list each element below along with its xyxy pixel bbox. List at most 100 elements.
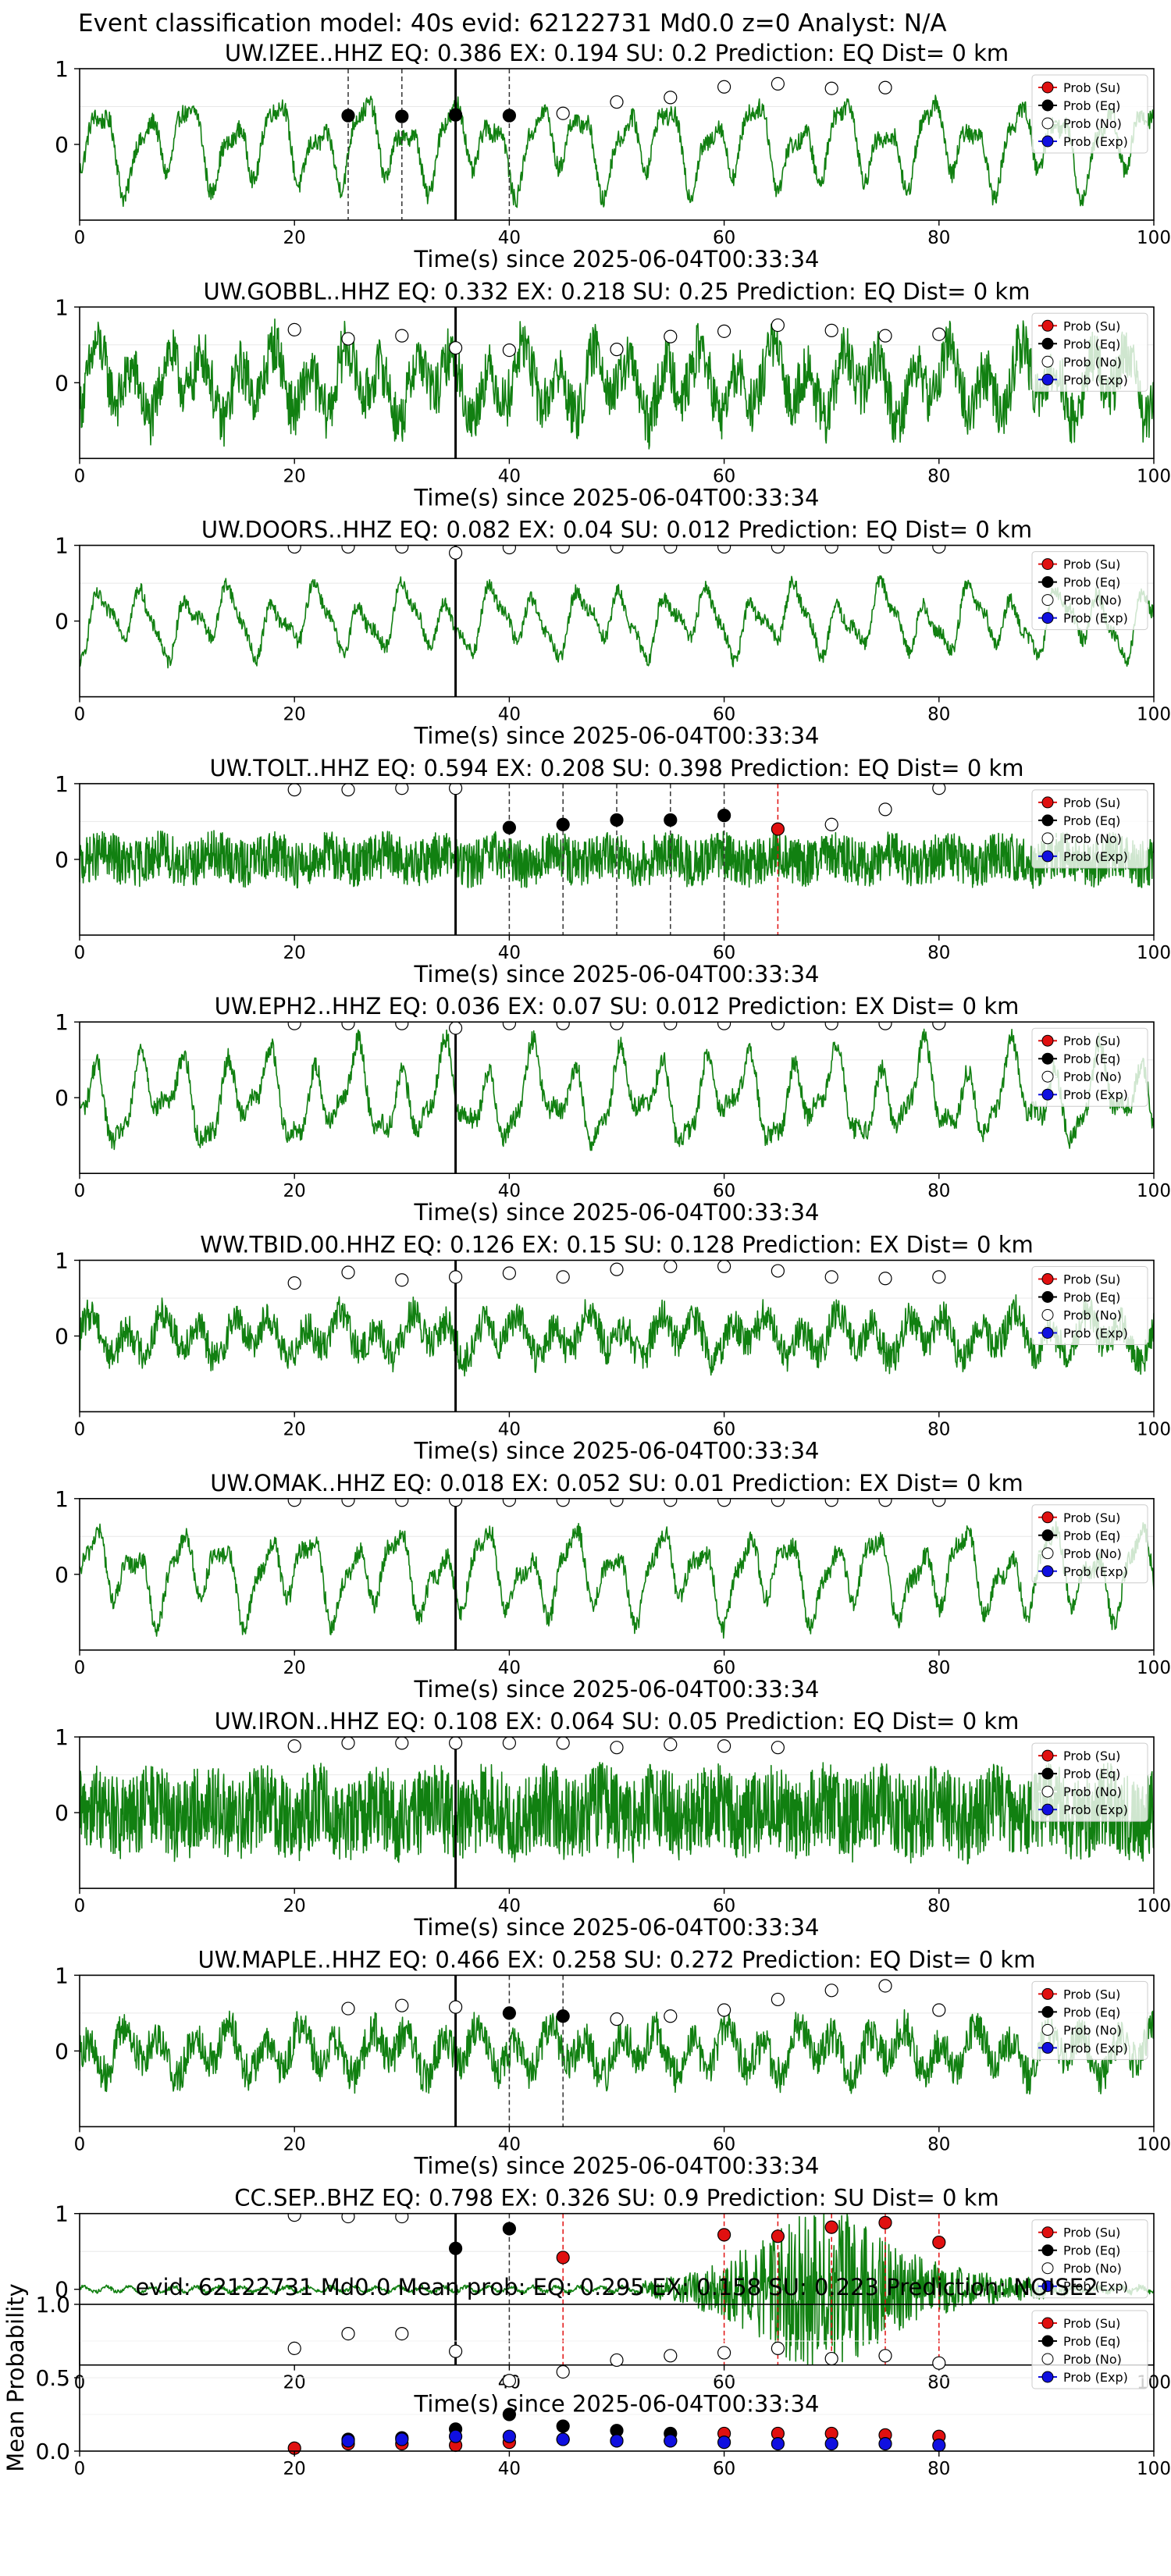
- legend-marker: [1041, 1070, 1054, 1083]
- x-tick-label: 20: [283, 228, 306, 248]
- legend-marker: [1041, 2317, 1054, 2329]
- x-tick-label: 20: [283, 1420, 306, 1440]
- legend-marker: [1041, 2335, 1054, 2347]
- x-tick-label: 100: [1137, 228, 1171, 248]
- prob-point-su: [771, 822, 785, 836]
- legend-label: Prob (Su): [1063, 795, 1120, 810]
- prob-point-no: [287, 1498, 301, 1507]
- mean-prob-point-exp: [771, 2437, 785, 2451]
- x-tick-label: 40: [498, 1658, 521, 1678]
- prob-point-no: [341, 783, 355, 797]
- legend-label: Prob (Exp): [1063, 2041, 1128, 2055]
- x-tick-label: 80: [927, 2134, 950, 2154]
- prob-point-no: [341, 545, 355, 554]
- prob-point-no: [287, 1276, 301, 1290]
- prob-point-no: [717, 1022, 731, 1030]
- x-axis-label: Time(s) since 2025-06-04T00:33:34: [414, 484, 820, 511]
- plot-area: [80, 1737, 1154, 1889]
- legend: Prob (Su) Prob (Eq) Prob (No) Prob (Exp): [1031, 1504, 1148, 1584]
- prob-point-no: [341, 2213, 355, 2224]
- legend-label: Prob (Exp): [1063, 1564, 1128, 1579]
- legend-marker: [1041, 81, 1054, 94]
- x-tick-label: 40: [498, 1420, 521, 1440]
- mean-prob-point-exp: [664, 2434, 678, 2448]
- legend-label: Prob (Exp): [1063, 1087, 1128, 1102]
- prob-point-no: [664, 1498, 678, 1507]
- legend-label: Prob (Su): [1063, 318, 1120, 333]
- x-tick-label: 0: [74, 1658, 86, 1678]
- prob-point-no: [717, 324, 731, 338]
- waveform-panel: UW.MAPLE..HHZ EQ: 0.466 EX: 0.258 SU: 0.…: [55, 1946, 1171, 2179]
- legend-label: Prob (Su): [1063, 1749, 1120, 1763]
- y-tick-label: 0: [55, 1324, 69, 1350]
- prob-point-no: [610, 343, 624, 357]
- prob-point-no: [771, 1264, 785, 1278]
- legend-marker: [1041, 2005, 1054, 2018]
- x-axis-label: Time(s) since 2025-06-04T00:33:34: [414, 246, 820, 272]
- waveform-panel: UW.TOLT..HHZ EQ: 0.594 EX: 0.208 SU: 0.3…: [55, 755, 1171, 987]
- legend-label: Prob (Exp): [1063, 2370, 1128, 2385]
- prob-point-no: [717, 1498, 731, 1507]
- legend-marker: [1041, 1749, 1054, 1762]
- legend-marker: [1041, 1547, 1054, 1560]
- x-tick-label: 100: [1137, 1420, 1171, 1440]
- x-tick-label: 40: [498, 466, 521, 486]
- legend-label: Prob (No): [1063, 116, 1122, 131]
- y-tick-label: 1: [55, 56, 69, 82]
- y-tick-label: 1: [55, 771, 69, 797]
- mean-prob-point-no: [610, 2353, 624, 2368]
- legend-label: Prob (Su): [1063, 1034, 1120, 1048]
- legend-marker: [1041, 1273, 1054, 1285]
- prob-point-no: [556, 545, 570, 554]
- prob-point-no: [717, 545, 731, 554]
- mean-prob-point-exp: [395, 2432, 409, 2446]
- legend-label: Prob (Eq): [1063, 1290, 1120, 1305]
- legend-label: Prob (Su): [1063, 2226, 1120, 2240]
- x-tick-label: 40: [498, 1896, 521, 1916]
- seismic-waveform: [80, 2213, 1154, 2365]
- legend-label: Prob (Eq): [1063, 98, 1120, 113]
- x-tick-label: 0: [74, 1420, 86, 1440]
- prob-point-no: [878, 1979, 892, 1993]
- panel-title: UW.IRON..HHZ EQ: 0.108 EX: 0.064 SU: 0.0…: [215, 1708, 1020, 1735]
- prob-point-no: [610, 2012, 624, 2026]
- prob-point-no: [395, 1998, 409, 2012]
- prob-point-eq: [448, 108, 463, 122]
- legend-label: Prob (Su): [1063, 1272, 1120, 1287]
- x-tick-label: 60: [713, 943, 735, 963]
- prob-point-no: [664, 1738, 678, 1752]
- legend-marker: [1041, 1785, 1054, 1798]
- legend-marker: [1041, 2226, 1054, 2239]
- y-tick-label: 0: [55, 1562, 69, 1588]
- mean-prob-point-no: [448, 2344, 463, 2358]
- prob-point-no: [341, 1022, 355, 1030]
- y-tick-label: 0: [55, 2277, 69, 2303]
- mean-prob-point-no: [717, 2346, 731, 2360]
- prob-point-no: [878, 802, 892, 817]
- legend-marker: [1041, 1034, 1054, 1047]
- legend-label: Prob (No): [1063, 354, 1122, 369]
- x-tick-label: 60: [713, 1896, 735, 1916]
- legend-marker: [1041, 1309, 1054, 1321]
- prob-point-no: [395, 545, 409, 554]
- prob-point-no: [664, 545, 678, 554]
- legend-label: Prob (Exp): [1063, 849, 1128, 864]
- panel-title: UW.MAPLE..HHZ EQ: 0.466 EX: 0.258 SU: 0.…: [198, 1946, 1036, 1973]
- legend-label: Prob (No): [1063, 1069, 1122, 1084]
- x-tick-label: 0: [74, 1896, 86, 1916]
- prob-point-eq: [395, 109, 409, 123]
- prob-point-eq: [556, 2009, 570, 2023]
- x-tick-label: 100: [1137, 1658, 1171, 1678]
- x-axis-label: Time(s) since 2025-06-04T00:33:34: [414, 1199, 820, 1226]
- legend-label: Prob (Exp): [1063, 372, 1128, 387]
- prob-point-no: [824, 817, 838, 831]
- legend-label: Prob (No): [1063, 2261, 1122, 2276]
- legend: Prob (Su) Prob (Eq) Prob (No) Prob (Exp): [1031, 1027, 1148, 1107]
- prob-point-no: [932, 783, 946, 795]
- prob-point-no: [395, 1498, 409, 1507]
- seismic-waveform: [80, 1028, 1154, 1151]
- legend-marker: [1041, 319, 1054, 332]
- figure-suptitle: Event classification model: 40s evid: 62…: [78, 9, 947, 37]
- legend: Prob (Su) Prob (Eq) Prob (No) Prob (Exp): [1031, 312, 1148, 392]
- legend-label: Prob (No): [1063, 831, 1122, 846]
